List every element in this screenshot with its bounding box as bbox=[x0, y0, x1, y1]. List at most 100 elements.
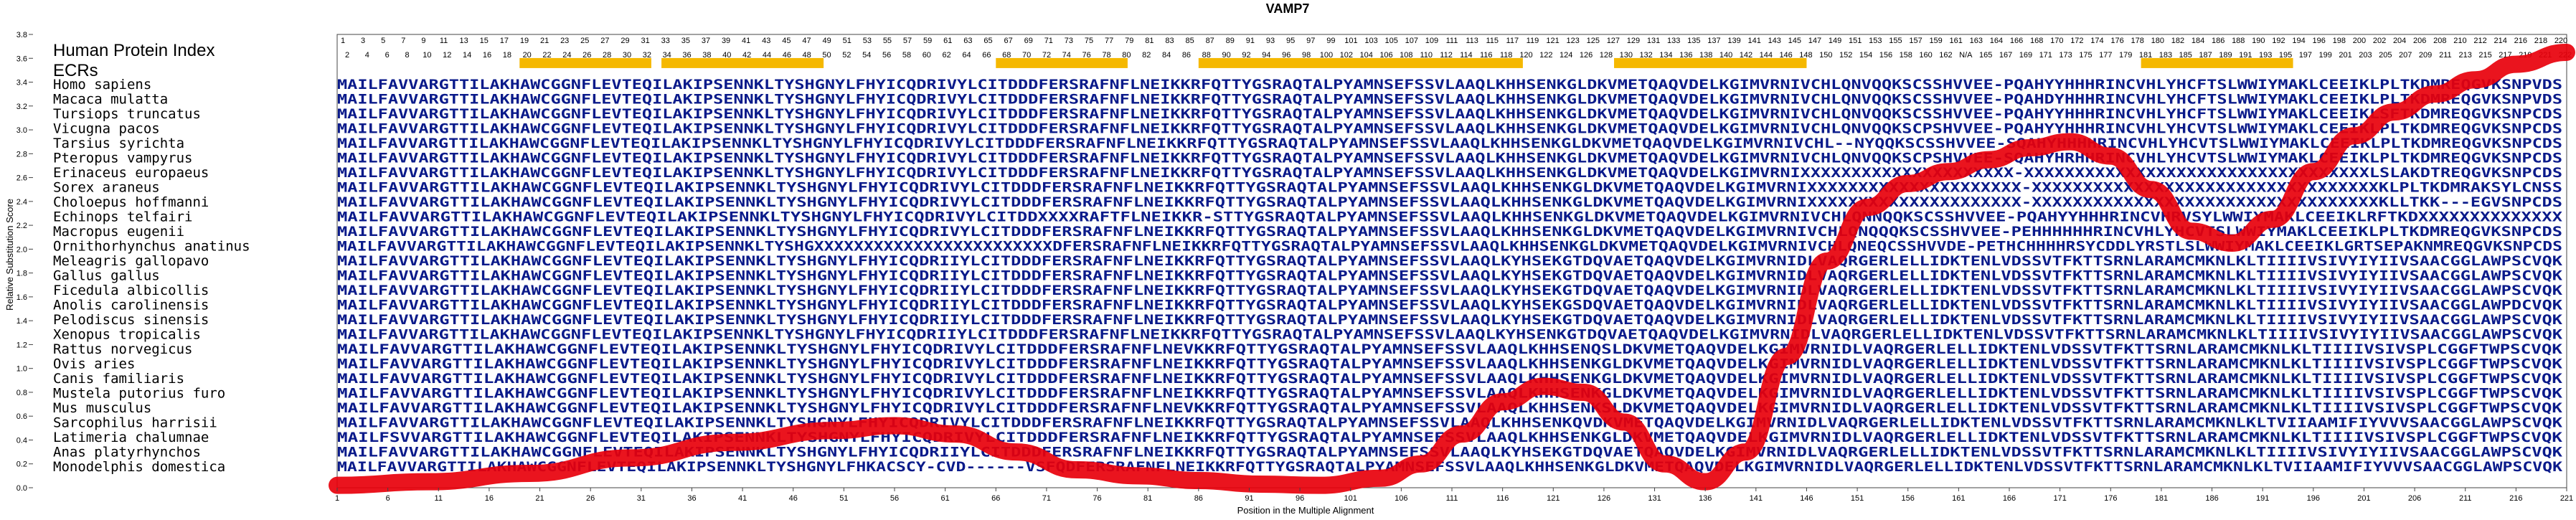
hpi-top-label: 176 bbox=[2110, 37, 2123, 45]
x-tick-label: 16 bbox=[485, 494, 494, 503]
hpi-bottom-label: 162 bbox=[1939, 51, 1952, 60]
ecr-bar bbox=[661, 57, 824, 68]
y-tick-label: 1.8 bbox=[16, 270, 27, 278]
hpi-bottom-label: 94 bbox=[1262, 51, 1270, 60]
hpi-bottom-label: 68 bbox=[1002, 51, 1011, 60]
ecr-bar bbox=[1614, 57, 1807, 68]
hpi-top-label: 125 bbox=[1587, 37, 1600, 45]
hpi-top-label: 131 bbox=[1647, 37, 1660, 45]
x-tick-label: 156 bbox=[1902, 494, 1915, 503]
hpi-top-label: 212 bbox=[2473, 37, 2486, 45]
hpi-top-label: 151 bbox=[1849, 37, 1862, 45]
alignment-sequence: MAILFAVVARGTTILAKHAWCGGNFLEVTEQILAKIPSEN… bbox=[337, 180, 2562, 196]
y-tick-label: 1.4 bbox=[16, 317, 27, 326]
hpi-top-label: 65 bbox=[983, 37, 992, 45]
hpi-top-label: 81 bbox=[1145, 37, 1153, 45]
x-tick-label: 131 bbox=[1648, 494, 1661, 503]
hpi-bottom-label: 213 bbox=[2459, 51, 2472, 60]
hpi-top-label: 63 bbox=[963, 37, 972, 45]
hpi-bottom-label: 132 bbox=[1639, 51, 1652, 60]
alignment-sequence: MAILFAVVARGTTILAKHAWCGGNFLEVTEQILAKIPSEN… bbox=[337, 445, 2563, 460]
hpi-top-label: 61 bbox=[943, 37, 952, 45]
hpi-bottom-label: 197 bbox=[2299, 51, 2312, 60]
x-tick-label: 101 bbox=[1344, 494, 1357, 503]
alignment-sequence: MAILFAVVARGTTILAKHAWCGGNFLEVTEQILAKIPSEN… bbox=[337, 371, 2563, 387]
y-tick-label: 1.2 bbox=[16, 341, 27, 349]
hpi-bottom-label: 22 bbox=[542, 51, 551, 60]
substitution-score-line bbox=[329, 43, 2575, 494]
hpi-top-label: 93 bbox=[1266, 37, 1275, 45]
species-label: Tarsius syrichta bbox=[53, 136, 184, 151]
hpi-bottom-label: 96 bbox=[1282, 51, 1291, 60]
hpi-bottom-label: 185 bbox=[2179, 51, 2192, 60]
hpi-bottom-label: 130 bbox=[1620, 51, 1633, 60]
hpi-top-label: 17 bbox=[500, 37, 509, 45]
alignment-sequence: MAILFAVVARGTTILAKHAWCGGNFLEVTEQILAKIPSEN… bbox=[337, 92, 2562, 108]
hpi-bottom-label: 126 bbox=[1580, 51, 1593, 60]
hpi-bottom-label: 124 bbox=[1560, 51, 1572, 60]
hpi-bottom-label: 62 bbox=[943, 51, 951, 60]
x-tick-label: 46 bbox=[789, 494, 798, 503]
hpi-top-label: 57 bbox=[903, 37, 912, 45]
species-label: Pteropus vampyrus bbox=[53, 151, 192, 166]
hpi-top-label: 105 bbox=[1384, 37, 1397, 45]
ecr-bar bbox=[519, 57, 651, 68]
hpi-top-label: 41 bbox=[742, 37, 750, 45]
hpi-top-label: 184 bbox=[2192, 37, 2204, 45]
hpi-top-label: 53 bbox=[863, 37, 872, 45]
hpi-top-label: 13 bbox=[460, 37, 468, 45]
hpi-top-label: 11 bbox=[440, 37, 448, 45]
hpi-top-label: 198 bbox=[2333, 37, 2346, 45]
y-tick-label: 2.0 bbox=[16, 245, 27, 254]
species-label: Tursiops truncatus bbox=[53, 106, 201, 122]
hpi-bottom-label: 20 bbox=[523, 51, 532, 60]
x-tick-label: 96 bbox=[1296, 494, 1304, 503]
hpi-top-label: 145 bbox=[1788, 37, 1801, 45]
hpi-bottom-label: 74 bbox=[1062, 51, 1071, 60]
alignment-sequence: MAILFAVVARGTTILAKHAWCGGNFLEVTEQILAKIPSEN… bbox=[337, 239, 2562, 255]
hpi-bottom-label: 54 bbox=[862, 51, 871, 60]
hpi-bottom-label: 24 bbox=[562, 51, 571, 60]
alignment-sequence: MAILFAVVARGTTILAKHAWCGGNFLEVTEQILAKIPSEN… bbox=[337, 400, 2563, 416]
x-tick-label: 81 bbox=[1143, 494, 1152, 503]
x-tick-label: 66 bbox=[991, 494, 1000, 503]
hpi-top-label: 45 bbox=[782, 37, 791, 45]
alignment-sequence: MAILFAVVARGTTILAKHAWCGGNFLEVTEQILAKIPSEN… bbox=[337, 77, 2562, 93]
hpi-top-label: 161 bbox=[1950, 37, 1963, 45]
hpi-top-label: 29 bbox=[621, 37, 629, 45]
hpi-top-label: 77 bbox=[1105, 37, 1113, 45]
hpi-bottom-label: 199 bbox=[2319, 51, 2332, 60]
species-label: Ornithorhynchus anatinus bbox=[53, 239, 250, 255]
hpi-top-label: 3 bbox=[361, 37, 365, 45]
species-label: Meleagris gallopavo bbox=[53, 253, 209, 269]
hpi-top-label: 186 bbox=[2212, 37, 2224, 45]
hpi-bottom-label: 128 bbox=[1600, 51, 1613, 60]
species-label: Homo sapiens bbox=[53, 77, 151, 93]
hpi-bottom-label: 215 bbox=[2478, 51, 2491, 60]
hpi-bottom-label: 193 bbox=[2259, 51, 2272, 60]
hpi-bottom-label: 92 bbox=[1242, 51, 1250, 60]
hpi-bottom-label: 6 bbox=[385, 51, 390, 60]
hpi-top-label: 214 bbox=[2494, 37, 2506, 45]
hpi-bottom-label: 2 bbox=[345, 51, 349, 60]
x-tick-label: 166 bbox=[2003, 494, 2016, 503]
x-tick-label: 11 bbox=[435, 494, 443, 503]
hpi-top-label: 143 bbox=[1768, 37, 1781, 45]
hpi-top-label: 216 bbox=[2514, 37, 2527, 45]
hpi-top-label: 149 bbox=[1829, 37, 1841, 45]
species-label: Canis familiaris bbox=[53, 371, 184, 387]
alignment-sequence: MAILFAVVARGTTILAKHAWCGGNFLEVTEQILAKIPSEN… bbox=[337, 459, 2563, 475]
hpi-bottom-label: 136 bbox=[1679, 51, 1692, 60]
hpi-top-label: 202 bbox=[2373, 37, 2386, 45]
hpi-top-label: 1 bbox=[341, 37, 345, 45]
hpi-top-label: 157 bbox=[1909, 37, 1922, 45]
hpi-bottom-label: N/A bbox=[1959, 51, 1973, 60]
hpi-top-label: 115 bbox=[1486, 37, 1499, 45]
hpi-bottom-label: 102 bbox=[1340, 51, 1353, 60]
hpi-top-label: 71 bbox=[1044, 37, 1053, 45]
hpi-bottom-label: 138 bbox=[1699, 51, 1712, 60]
hpi-bottom-label: 144 bbox=[1760, 51, 1773, 60]
hpi-top-label: 192 bbox=[2272, 37, 2285, 45]
x-tick-label: 21 bbox=[535, 494, 544, 503]
hpi-top-label: 123 bbox=[1566, 37, 1579, 45]
